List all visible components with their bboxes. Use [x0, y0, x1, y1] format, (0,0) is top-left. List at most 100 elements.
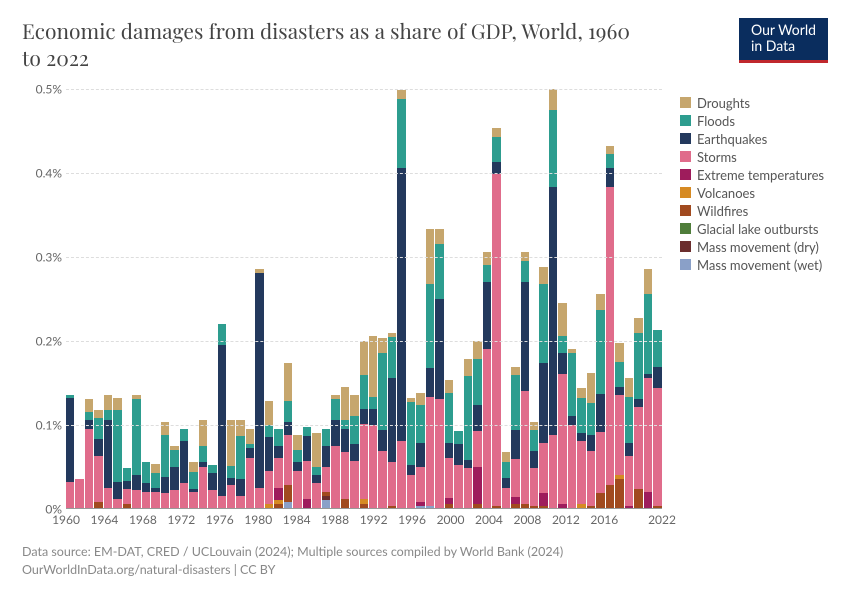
seg-earthquakes [322, 446, 330, 467]
seg-earthquakes [549, 187, 557, 435]
seg-floods [511, 375, 519, 430]
chart-title: Economic damages from disasters as a sha… [22, 18, 642, 73]
seg-floods [265, 425, 273, 438]
seg-floods [293, 450, 301, 463]
seg-earthquakes [416, 443, 424, 467]
seg-floods [426, 284, 434, 368]
bar-1980 [255, 269, 263, 508]
seg-floods [322, 429, 330, 446]
bar-1998 [426, 229, 434, 509]
legend-item-volcanoes: Volcanoes [680, 185, 824, 201]
seg-storms [416, 467, 424, 502]
legend-swatch [680, 115, 691, 126]
seg-storms [132, 490, 140, 508]
owid-logo: Our World in Data [739, 18, 828, 63]
seg-droughts [445, 380, 453, 393]
bar-1995 [397, 90, 405, 508]
footer: Data source: EM-DAT, CRED / UCLouvain (2… [22, 543, 828, 581]
seg-earthquakes [426, 368, 434, 397]
seg-earthquakes [94, 439, 102, 456]
seg-wildfires [606, 485, 614, 509]
legend-item-earthquakes: Earthquakes [680, 131, 824, 147]
legend-item-droughts: Droughts [680, 95, 824, 111]
x-tick: 1980 [244, 512, 272, 527]
seg-storms [653, 388, 661, 506]
bar-1996 [407, 398, 415, 509]
seg-earthquakes [653, 367, 661, 388]
bar-2016 [596, 294, 604, 509]
seg-storms [142, 492, 150, 509]
seg-floods [625, 397, 633, 443]
plot-area: 0%0.1%0.2%0.3%0.4%0.5% 19601964196819721… [22, 89, 662, 529]
bar-2011 [549, 89, 557, 509]
seg-earthquakes [596, 394, 604, 432]
seg-droughts [151, 464, 159, 472]
seg-earthquakes [104, 420, 112, 487]
seg-earthquakes [454, 444, 462, 465]
seg-storms [227, 485, 235, 509]
legend-swatch [680, 133, 691, 144]
seg-storms [378, 451, 386, 508]
bars-area [66, 89, 662, 509]
seg-earthquakes [360, 409, 368, 424]
seg-droughts [416, 393, 424, 406]
seg-storms [170, 490, 178, 508]
seg-earthquakes [625, 443, 633, 456]
seg-storms [265, 471, 273, 505]
seg-earthquakes [274, 446, 282, 459]
seg-storms [274, 458, 282, 487]
seg-storms [85, 429, 93, 509]
seg-droughts [236, 420, 244, 435]
seg-extreme_temp [445, 498, 453, 505]
legend-label: Droughts [697, 95, 750, 111]
seg-storms [426, 397, 434, 506]
bar-1969 [151, 464, 159, 508]
seg-floods [388, 337, 396, 377]
gridline [66, 173, 662, 174]
seg-storms [388, 462, 396, 507]
seg-earthquakes [142, 483, 150, 491]
legend-item-wildfires: Wildfires [680, 203, 824, 219]
seg-storms [180, 483, 188, 508]
seg-storms [350, 461, 358, 509]
seg-storms [596, 432, 604, 493]
seg-floods [549, 110, 557, 187]
bar-1984 [293, 435, 301, 509]
bar-1976 [218, 324, 226, 509]
seg-storms [549, 435, 557, 509]
bar-1973 [189, 462, 197, 508]
bar-2001 [454, 431, 462, 508]
seg-storms [322, 467, 330, 492]
x-tick: 2016 [590, 512, 618, 527]
seg-droughts [85, 399, 93, 412]
seg-floods [615, 362, 623, 387]
seg-floods [284, 401, 292, 422]
seg-earthquakes [236, 479, 244, 496]
bar-2020 [634, 318, 642, 509]
seg-earthquakes [483, 282, 491, 349]
seg-floods [94, 418, 102, 439]
seg-droughts [104, 395, 112, 410]
seg-storms [123, 489, 131, 504]
bar-1997 [416, 393, 424, 509]
bar-2014 [577, 388, 585, 509]
seg-droughts [397, 90, 405, 98]
bar-1961 [75, 479, 83, 508]
bar-2010 [539, 267, 547, 509]
seg-droughts [492, 128, 500, 136]
attribution: OurWorldInData.org/natural-disasters | C… [22, 561, 828, 580]
seg-floods [151, 473, 159, 488]
seg-extreme_temp [539, 493, 547, 506]
seg-floods [568, 353, 576, 416]
seg-droughts [350, 395, 358, 416]
y-tick: 0.3% [36, 249, 62, 264]
seg-earthquakes [161, 477, 169, 494]
seg-floods [227, 466, 235, 479]
seg-earthquakes [473, 405, 481, 430]
seg-earthquakes [577, 433, 585, 441]
seg-extreme_temp [644, 492, 652, 509]
seg-floods [445, 393, 453, 443]
seg-storms [454, 465, 462, 509]
logo-line1: Our World [751, 22, 816, 38]
seg-floods [360, 375, 368, 409]
